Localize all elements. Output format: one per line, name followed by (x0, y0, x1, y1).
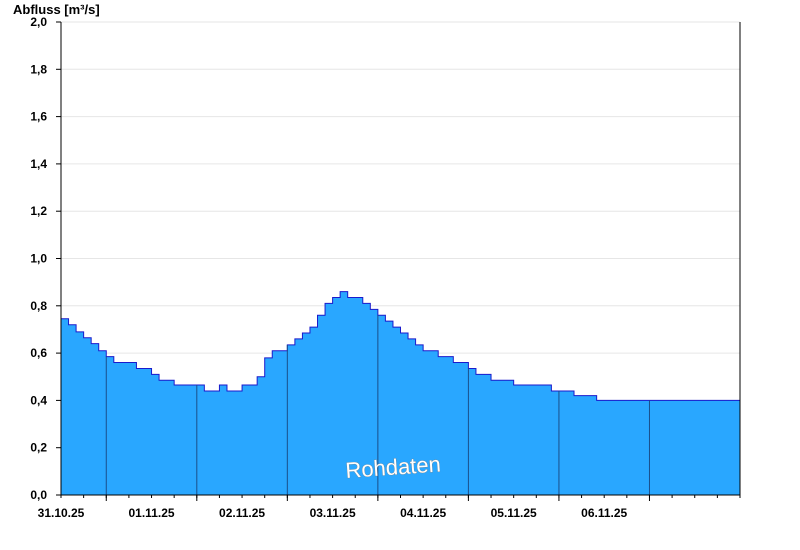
x-tick-label: 03.11.25 (310, 506, 356, 520)
y-tick-label: 0,4 (30, 393, 47, 407)
y-tick-label: 0,2 (30, 441, 47, 455)
y-tick-label: 1,0 (30, 252, 47, 266)
y-tick-label: 1,4 (30, 157, 47, 171)
x-tick-label: 06.11.25 (581, 506, 627, 520)
y-tick-label: 0,8 (30, 299, 47, 313)
y-tick-labels: 0,0 0,2 0,4 0,6 0,8 1,0 1,2 1,4 1,6 1,8 2,0 (30, 15, 61, 502)
data-area (61, 291, 740, 495)
runoff-area-fill (61, 291, 740, 495)
y-tick-label: 0,0 (30, 488, 47, 502)
x-tick-label: 05.11.25 (491, 506, 537, 520)
x-tick-labels: 31.10.25 01.11.25 02.11.25 03.11.25 04.11.25… (38, 495, 741, 520)
x-tick-label: 02.11.25 (219, 506, 265, 520)
day-dividers (105, 315, 650, 495)
y-tick-label: 2,0 (30, 15, 47, 29)
y-tick-label: 1,2 (30, 204, 47, 218)
y-tick-label: 1,8 (30, 62, 47, 76)
x-tick-label: 31.10.25 (38, 506, 85, 520)
y-axis-title: Abfluss [m³/s] (13, 2, 100, 17)
runoff-series-line (61, 291, 740, 401)
y-tick-label: 1,6 (30, 110, 47, 124)
y-tick-label: 0,6 (30, 346, 47, 360)
x-tick-label: 01.11.25 (129, 506, 175, 520)
x-tick-label: 04.11.25 (400, 506, 446, 520)
